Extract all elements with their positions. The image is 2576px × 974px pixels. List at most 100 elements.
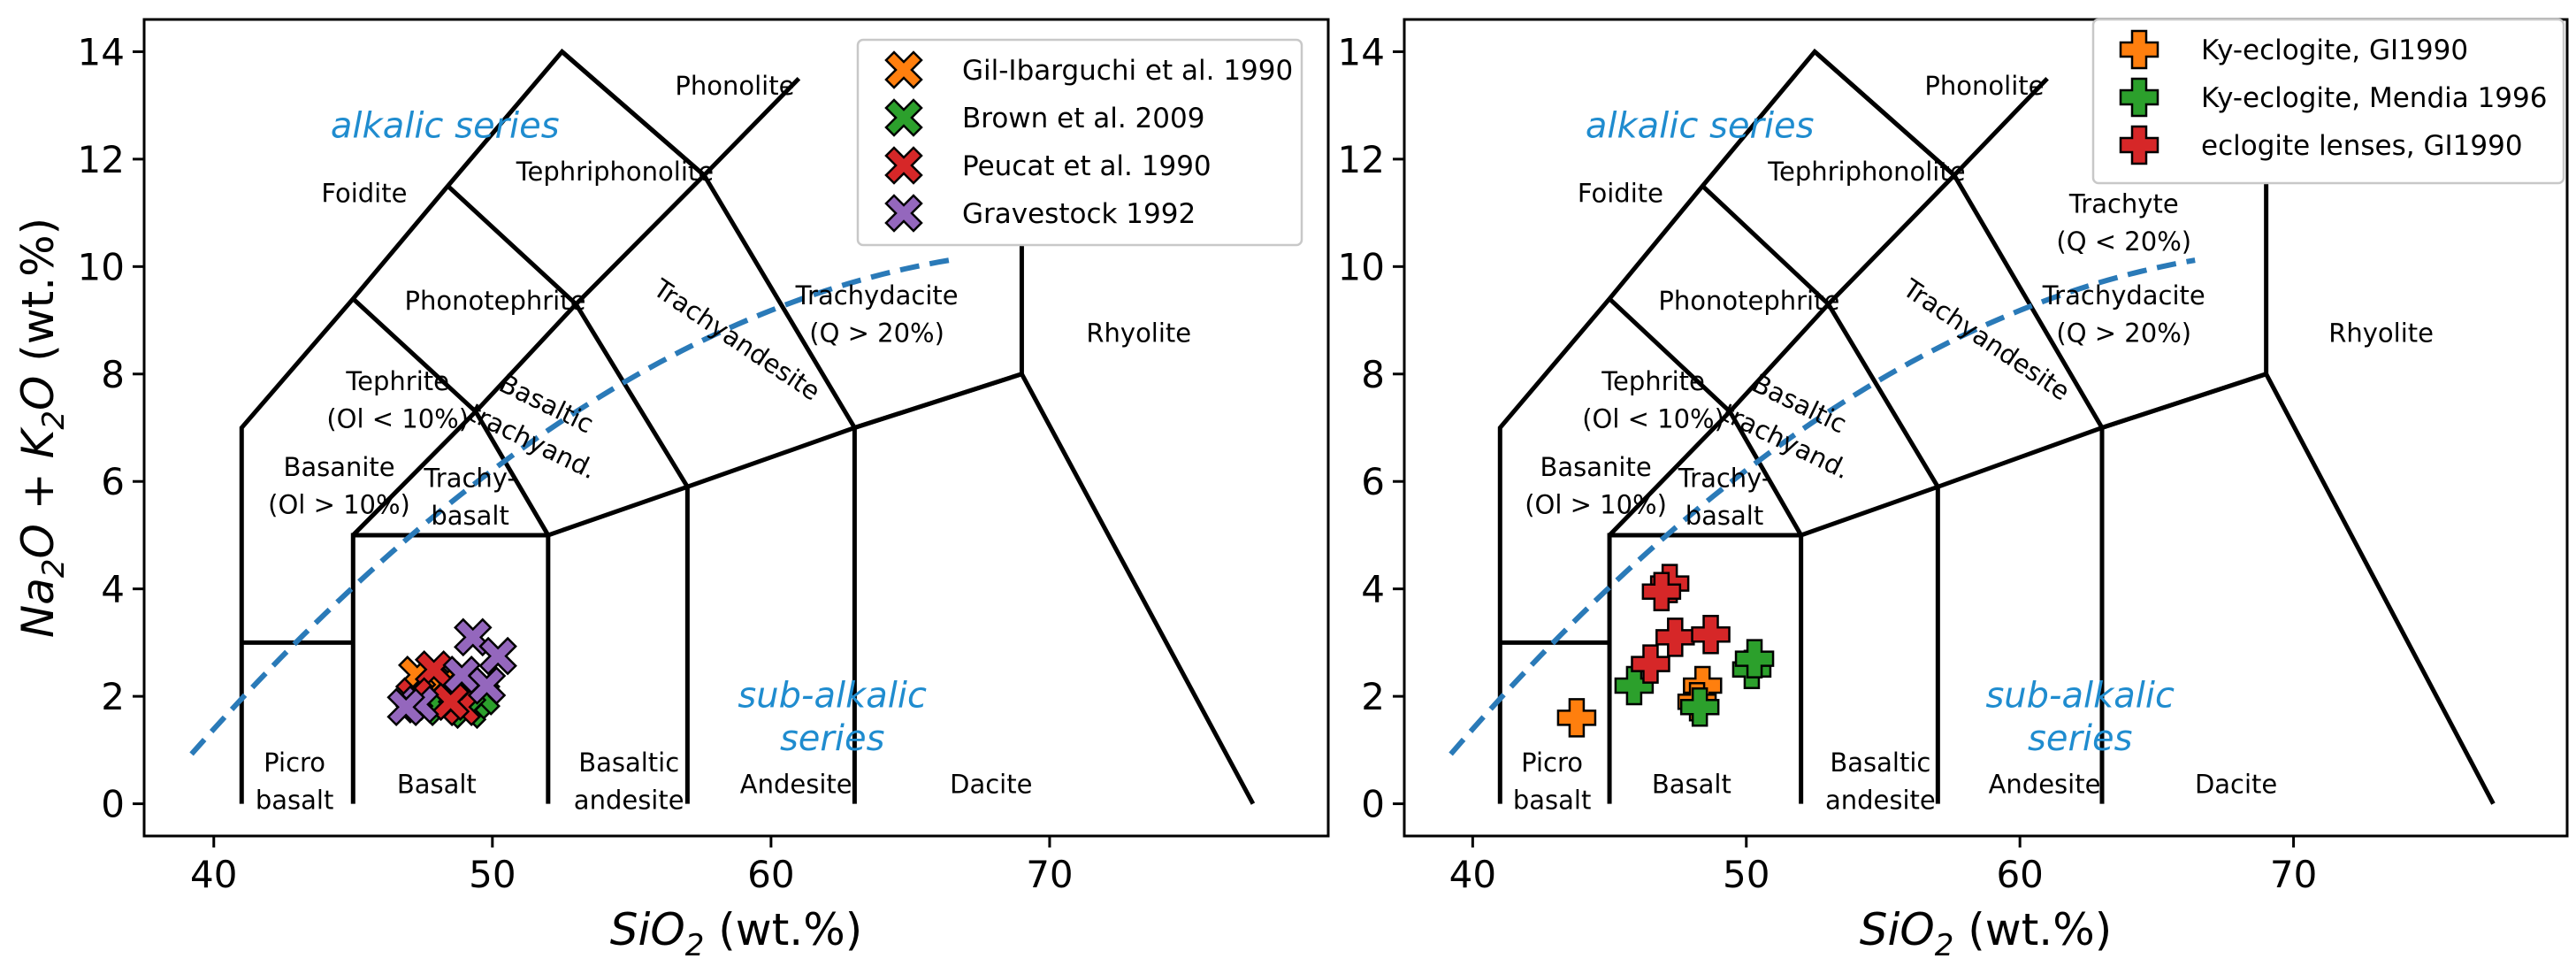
legend-marker <box>884 98 923 137</box>
alkalic-series-label: alkalic series <box>331 106 560 147</box>
y-tick-label: 4 <box>1361 568 1385 611</box>
x-axis-label: SiO2 (wt.%) <box>1860 904 2112 963</box>
data-point <box>1734 639 1775 679</box>
tas-field-label: (Q > 20%) <box>2056 318 2191 348</box>
subalkalic-series-label: sub-alkalic <box>1985 675 2175 716</box>
y-tick-label: 0 <box>101 783 125 826</box>
tas-field-label: Rhyolite <box>1086 318 1191 348</box>
data-point <box>1556 698 1597 738</box>
tas-boundary-line <box>560 50 706 177</box>
x-tick-label: 50 <box>469 853 516 896</box>
tas-boundary-line <box>446 184 690 804</box>
y-tick-label: 0 <box>1361 783 1385 826</box>
tas-field-label: Trachydacite <box>795 280 959 311</box>
data-point <box>386 687 425 727</box>
tas-field-label: Picro <box>1521 748 1583 778</box>
data-point <box>467 666 507 705</box>
tas-field-label: Trachydacite <box>2042 280 2205 311</box>
legend-label: Ky-eclogite, Mendia 1996 <box>2201 82 2547 114</box>
y-tick-label: 8 <box>1361 353 1385 396</box>
tas-panel-left: 40 50 60 70 0 2 4 6 8 10 12 14 SiO2 (wt.%) Na2O + K2O… <box>12 18 1330 963</box>
legend-marker <box>884 194 923 233</box>
x-tick-label: 40 <box>1449 853 1496 896</box>
tas-boundary-line <box>351 296 551 804</box>
tas-field-label: Phonotephrite <box>1658 286 1839 316</box>
tas-field-label: Basaltic <box>578 748 679 778</box>
tas-field-label: Basanite <box>1540 452 1651 482</box>
tas-boundary-line <box>1608 296 1804 804</box>
alkalic-series-label: alkalic series <box>1586 106 1815 147</box>
legend-marker <box>884 50 923 89</box>
legend-label: Gil-Ibarguchi et al. 1990 <box>962 55 1293 87</box>
y-axis-label: Na2O + K2O (wt.%) <box>12 218 72 638</box>
legend-label: Brown et al. 2009 <box>962 103 1204 134</box>
tas-field-label: (Ol < 10%) <box>1582 404 1724 434</box>
y-tick-label: 10 <box>1338 245 1385 288</box>
subalkalic-series-label: series <box>780 718 884 759</box>
plot-frame <box>1403 18 2569 838</box>
tas-field-label: Trachy- <box>423 463 516 493</box>
tas-field-label: (Q < 20%) <box>2056 226 2191 257</box>
tas-field-label: basalt <box>256 786 334 816</box>
x-tick-label: 40 <box>190 853 237 896</box>
x-tick-label: 60 <box>747 853 794 896</box>
y-tick-label: 10 <box>78 245 125 288</box>
y-tick-label: 6 <box>1361 460 1385 503</box>
tas-field-label: Picro <box>264 748 325 778</box>
x-tick-label: 70 <box>2270 853 2317 896</box>
tas-field-label: Andesite <box>1989 769 2101 799</box>
tas-field-label: Andesite <box>740 769 852 799</box>
tas-field-label: (Ol > 10%) <box>268 490 410 520</box>
tas-boundary-line <box>1701 184 1940 804</box>
x-axis-label: SiO2 (wt.%) <box>610 904 862 963</box>
legend <box>2091 18 2565 185</box>
y-tick-label: 12 <box>78 138 125 181</box>
tas-panel-right: 40 50 60 70 0 2 4 6 8 10 12 14 SiO2 (wt.%) Foidite Pho… <box>1338 18 2569 963</box>
tas-field-label: Phonolite <box>1924 71 2044 101</box>
legend-label: Peucat et al. 1990 <box>962 150 1212 182</box>
y-tick-label: 14 <box>78 30 125 73</box>
tas-field-label: Basalt <box>397 769 477 799</box>
tas-field-label: Foidite <box>1578 178 1663 208</box>
legend <box>856 38 1303 247</box>
x-tick-label: 60 <box>1996 853 2043 896</box>
tas-field-label: basalt <box>1685 501 1764 531</box>
tas-field-label: Tephriphonolite <box>516 157 714 187</box>
subalkalic-series-label: series <box>2028 718 2132 759</box>
data-point <box>1641 571 1682 611</box>
tas-field-label: Phonolite <box>675 71 794 101</box>
legend-label: Gravestock 1992 <box>962 198 1196 230</box>
data-point <box>1631 644 1670 684</box>
tas-field-label: basalt <box>431 501 509 531</box>
tas-field-label: (Ol < 10%) <box>326 404 469 434</box>
tas-field-label: Tephriphonolite <box>1767 157 1965 187</box>
alkalic-subalkalic-divider <box>189 257 951 756</box>
y-tick-label: 4 <box>101 568 125 611</box>
legend-marker <box>884 146 923 185</box>
x-tick-label: 50 <box>1723 853 1770 896</box>
y-tick-label: 8 <box>101 353 125 396</box>
tas-field-label: Tephrite <box>345 366 449 396</box>
tas-field-label: Basalt <box>1652 769 1731 799</box>
tas-field-label: Basanite <box>283 452 394 482</box>
x-tick-label: 70 <box>1026 853 1073 896</box>
legend-marker <box>2119 77 2159 118</box>
y-tick-label: 2 <box>1361 675 1385 718</box>
data-point <box>1691 615 1731 655</box>
y-tick-label: 6 <box>101 460 125 503</box>
tas-field-label: Trachyte <box>2068 189 2179 219</box>
tas-field-label: Dacite <box>950 769 1032 799</box>
y-tick-label: 14 <box>1338 30 1385 73</box>
data-point <box>1679 687 1720 727</box>
tas-boundary-line <box>1813 50 1956 177</box>
data-point <box>1614 665 1655 706</box>
tas-field-label: (Ol > 10%) <box>1525 490 1667 520</box>
subalkalic-series-label: sub-alkalic <box>738 675 927 716</box>
tas-field-label: Basaltic <box>1830 748 1930 778</box>
tas-field-label: Phonotephrite <box>405 286 586 316</box>
tas-field-label: basalt <box>1513 786 1592 816</box>
data-point <box>1655 617 1695 657</box>
tas-field-label: andesite <box>1825 786 1936 816</box>
tas-field-label: Trachy- <box>1678 463 1771 493</box>
y-tick-label: 2 <box>101 675 125 718</box>
